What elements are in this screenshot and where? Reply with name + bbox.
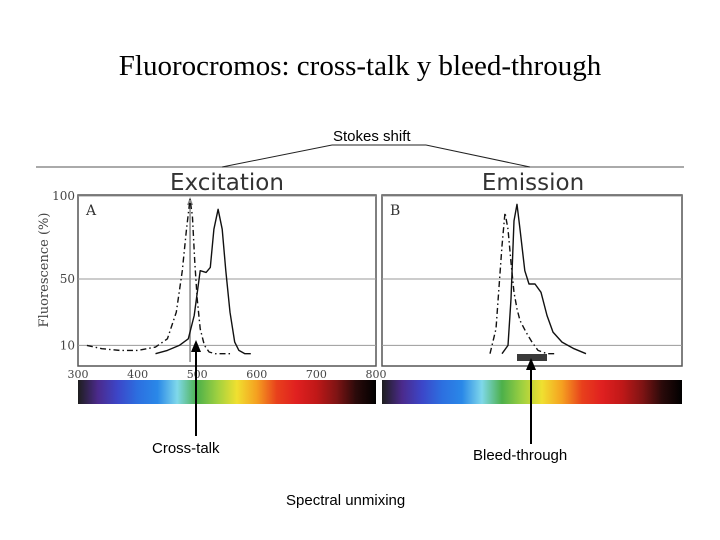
x-tick-label-400: 400	[127, 368, 148, 381]
grid-layer	[78, 195, 682, 346]
y-axis-label: Fluorescence (%)	[37, 213, 52, 328]
panel-b-letter: B	[390, 203, 400, 219]
y-tick-label-100: 100	[52, 189, 75, 203]
slide-title: Fluorocromos: cross-talk y bleed-through	[118, 50, 602, 82]
stokes-shift-line-right	[425, 144, 531, 168]
cross-talk-arrowhead	[191, 340, 201, 352]
panel-b-frame	[381, 194, 683, 367]
bleed-through-arrowhead	[526, 358, 536, 370]
bleed-through-label: Bleed-through	[473, 447, 568, 464]
emission-filter-band	[517, 354, 547, 361]
tick-layer: 10 50 100 300 400 500 600 700 800	[52, 189, 386, 381]
cross-talk-label: Cross-talk	[152, 440, 220, 457]
curve-A-series-1	[86, 198, 233, 355]
panel-a-frame	[77, 194, 377, 367]
spectrum-bar-excitation	[78, 380, 376, 404]
curve-B-series-2	[501, 203, 587, 355]
stokes-shift-line-left	[221, 144, 333, 168]
x-tick-label-300: 300	[68, 368, 89, 381]
y-tick-label-10: 10	[60, 338, 75, 352]
spectral-unmixing-label: Spectral unmixing	[286, 492, 406, 509]
x-tick-label-700: 700	[306, 368, 327, 381]
x-tick-label-500: 500	[187, 368, 208, 381]
stokes-shift-label: Stokes shift	[333, 128, 411, 145]
curve-B-series-1	[489, 211, 556, 355]
curve-layer	[86, 197, 587, 362]
emission-title: Emission	[482, 170, 584, 196]
y-tick-label-50: 50	[60, 272, 75, 286]
excitation-laser-arrowhead	[187, 197, 194, 205]
panel-a-letter: A	[85, 203, 97, 219]
excitation-title: Excitation	[170, 170, 284, 196]
x-tick-label-600: 600	[246, 368, 267, 381]
curve-A-series-2	[155, 208, 251, 355]
x-tick-label-800: 800	[366, 368, 387, 381]
